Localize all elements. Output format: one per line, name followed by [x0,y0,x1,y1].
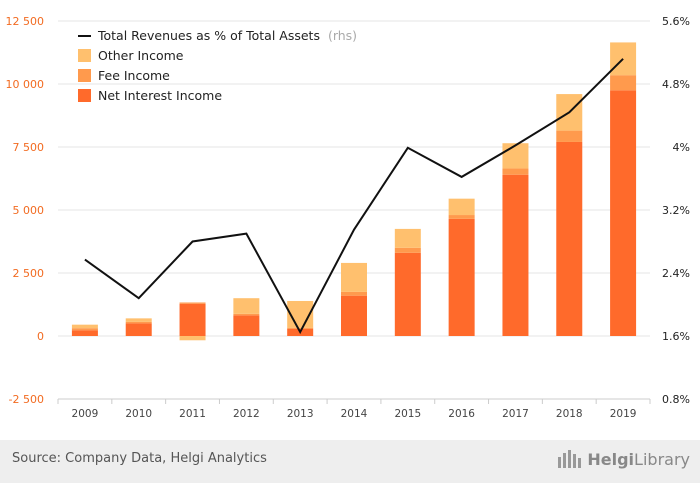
x-tick-label: 2017 [502,408,529,420]
y-left-tick-label: 10 000 [6,78,45,91]
bar-fee-income-2013 [287,327,314,329]
bar-net-interest-income-2009 [71,330,98,336]
x-tick-label: 2019 [610,408,637,420]
helgi-library-logo: HelgiLibrary [557,449,690,469]
y-right-tick-label: 0.8% [662,393,690,406]
legend: Total Revenues as % of Total Assets (rhs… [78,28,357,103]
y-right-tick-label: 2.4% [662,267,690,280]
y-left-tick-label: -2 500 [9,393,44,406]
bar-fee-income-2017 [502,168,529,175]
bar-other-income-2017 [502,143,529,169]
x-tick-label: 2015 [394,408,421,420]
axis-ticks: -2 500 0 2 500 5 000 7 500 10 000 12 500 0.8% 1.… [6,15,691,420]
bar-fee-income-2010 [125,321,152,324]
bar-net-interest-income-2012 [233,315,260,336]
bar-net-interest-income-2016 [448,218,475,336]
y-right-tick-label: 1.6% [662,330,690,343]
building-icon [558,450,582,468]
x-tick-label: 2013 [287,408,314,420]
y-left-tick-label: 7 500 [13,141,45,154]
x-tick-label: 2010 [125,408,152,420]
y-right-tick-label: 5.6% [662,15,690,28]
bar-fee-income-2018 [556,130,583,142]
bar-fee-income-2015 [394,247,421,253]
bar-net-interest-income-2015 [394,252,421,336]
bar-fee-income-2014 [341,291,367,296]
y-right-tick-label: 4.8% [662,78,690,91]
bar-other-income-2019 [610,42,637,76]
bar-other-income-2010 [125,318,152,322]
bars [71,42,637,341]
bar-fee-income-2011 [179,302,206,304]
legend-label-revenue-ratio-main: Total Revenues as % of Total Assets [97,28,320,43]
logo-text: HelgiLibrary [587,449,690,469]
x-tick-label: 2016 [448,408,475,420]
grid-lines [57,20,651,404]
bar-fee-income-2016 [448,215,475,219]
y-right-tick-label: 3.2% [662,204,690,217]
legend-swatch-other-income [78,49,91,62]
x-tick-label: 2009 [72,408,99,420]
legend-swatch-net-interest-income [78,89,91,102]
y-left-tick-label: 2 500 [13,267,45,280]
legend-swatch-fee-income [78,69,91,82]
y-left-tick-label: 0 [37,330,44,343]
legend-label-fee-income: Fee Income [98,68,170,83]
legend-label-revenue-ratio-suffix: (rhs) [328,28,357,43]
bar-other-income-2015 [394,228,421,248]
x-tick-label: 2018 [556,408,583,420]
bar-net-interest-income-2019 [610,90,637,336]
legend-label-other-income: Other Income [98,48,184,63]
legend-label-net-interest-income: Net Interest Income [98,88,222,103]
y-right-tick-label: 4% [673,141,690,154]
bar-net-interest-income-2018 [556,141,583,336]
bar-net-interest-income-2010 [125,323,152,336]
x-tick-label: 2012 [233,408,260,420]
y-left-tick-label: 5 000 [13,204,45,217]
bar-fee-income-2019 [610,75,637,91]
bar-fee-income-2009 [71,328,98,331]
bar-other-income-2009 [71,324,98,329]
x-tick-label: 2011 [179,408,206,420]
bar-other-income-2011 [179,336,206,341]
bar-net-interest-income-2014 [341,295,367,336]
line-total-revenues-pct-assets [84,58,624,335]
y-left-tick-label: 12 500 [6,15,45,28]
bar-net-interest-income-2011 [179,303,206,336]
bar-other-income-2014 [341,262,367,292]
x-tick-label: 2014 [341,408,368,420]
chart: -2 500 0 2 500 5 000 7 500 10 000 12 500 0.8% 1.… [6,15,691,420]
bar-fee-income-2012 [233,313,260,316]
bar-other-income-2016 [448,198,475,216]
bar-net-interest-income-2017 [502,174,529,336]
bar-other-income-2012 [233,298,260,314]
revenue-ratio-line [84,58,624,335]
source-note: Source: Company Data, Helgi Analytics [12,451,267,466]
footer: Source: Company Data, Helgi Analytics He… [0,440,700,483]
legend-label-revenue-ratio: Total Revenues as % of Total Assets (rhs… [97,28,357,43]
